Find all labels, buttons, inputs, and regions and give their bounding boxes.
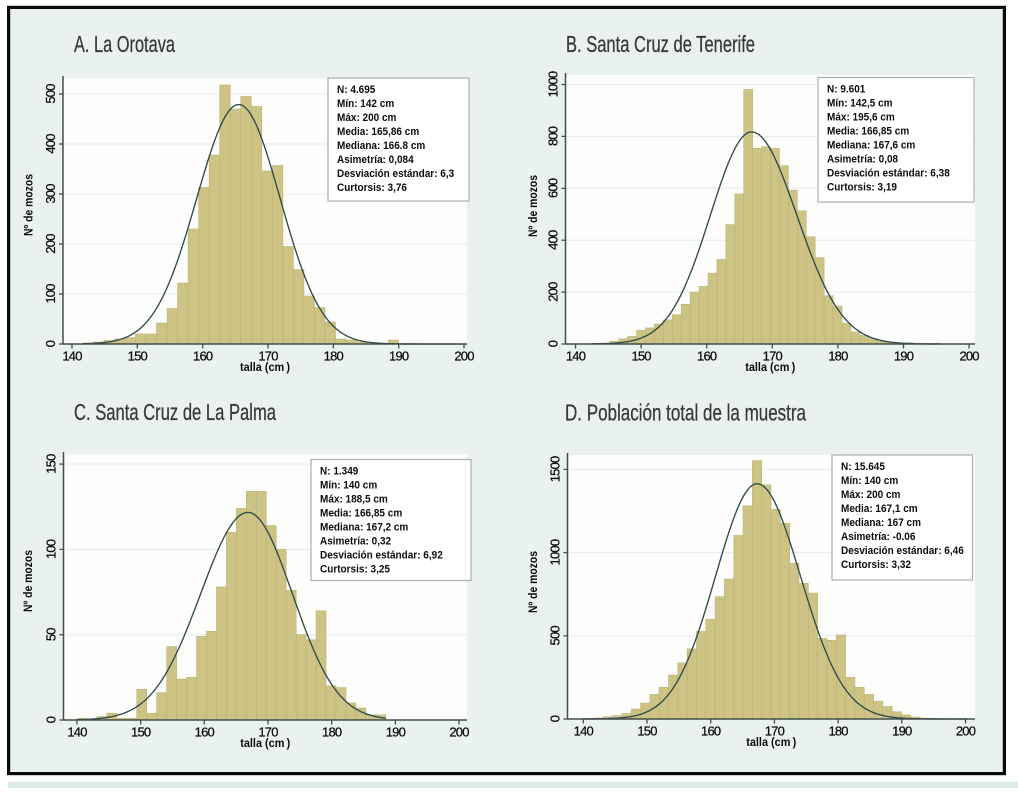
svg-text:200: 200 [956,724,976,739]
svg-text:800: 800 [546,126,561,146]
svg-text:160: 160 [701,724,721,739]
svg-text:140: 140 [566,349,586,364]
svg-text:500: 500 [548,626,563,646]
svg-text:talla (cm ): talla (cm ) [240,360,290,374]
svg-text:Desviación estándar: 6,92: Desviación estándar: 6,92 [320,549,443,562]
svg-text:190: 190 [892,724,912,739]
svg-text:150: 150 [44,454,59,474]
svg-text:Máx: 200 cm: Máx: 200 cm [841,488,900,501]
svg-text:talla (cm ): talla (cm ) [240,736,290,750]
svg-text:0: 0 [43,340,58,347]
svg-text:140: 140 [574,724,594,739]
svg-text:50: 50 [44,628,59,641]
svg-text:N: 15.645: N: 15.645 [841,460,885,473]
svg-text:0: 0 [44,716,59,723]
svg-text:N: 4.695: N: 4.695 [337,83,375,96]
svg-text:600: 600 [546,178,561,198]
svg-text:180: 180 [322,725,342,740]
svg-text:160: 160 [697,349,717,364]
svg-text:Mín: 140 cm: Mín: 140 cm [320,479,377,492]
svg-text:talla (cm ): talla (cm ) [746,735,796,749]
svg-text:Asimetría: 0,08: Asimetría: 0,08 [827,153,898,166]
svg-text:D. Población total de la muest: D. Población total de la muestra [565,400,806,426]
svg-text:Mín: 142 cm: Mín: 142 cm [337,97,394,110]
svg-text:200: 200 [449,725,469,740]
svg-text:150: 150 [637,724,657,739]
svg-text:200: 200 [454,349,474,364]
svg-text:N: 1.349: N: 1.349 [320,465,358,478]
svg-text:Curtorsis: 3,25: Curtorsis: 3,25 [320,563,390,576]
svg-text:1000: 1000 [546,71,561,97]
svg-text:Mediana: 166.8 cm: Mediana: 166.8 cm [337,139,425,152]
svg-text:Mín: 142,5 cm: Mín: 142,5 cm [827,97,893,110]
svg-text:Asimetría: -0.06: Asimetría: -0.06 [841,530,915,543]
svg-text:Máx: 195,6 cm: Máx: 195,6 cm [827,111,895,124]
svg-text:180: 180 [828,349,848,364]
svg-text:140: 140 [67,725,87,740]
svg-text:Asimetría: 0,084: Asimetría: 0,084 [337,153,414,166]
svg-text:200: 200 [43,234,58,254]
svg-text:1000: 1000 [548,539,563,565]
svg-text:200: 200 [546,282,561,302]
svg-text:Asimetría: 0,32: Asimetría: 0,32 [320,535,391,548]
svg-text:200: 200 [959,349,979,364]
svg-text:400: 400 [43,134,58,154]
svg-text:300: 300 [43,184,58,204]
svg-text:Media: 166,85 cm: Media: 166,85 cm [827,125,909,138]
svg-text:B. Santa Cruz de Tenerife: B. Santa Cruz de Tenerife [566,31,755,57]
svg-text:140: 140 [62,349,82,364]
svg-text:Mín: 140 cm: Mín: 140 cm [841,474,898,487]
svg-text:100: 100 [43,284,58,304]
svg-text:Máx: 200 cm: Máx: 200 cm [337,111,396,124]
svg-text:Desviación estándar: 6,3: Desviación estándar: 6,3 [337,167,454,180]
svg-text:Nº de mozos: Nº de mozos [527,175,540,237]
svg-text:190: 190 [894,349,914,364]
svg-text:Nº de mozos: Nº de mozos [527,551,540,613]
svg-text:Media: 167,1 cm: Media: 167,1 cm [841,502,918,515]
svg-text:190: 190 [389,349,409,364]
svg-text:160: 160 [195,725,215,740]
svg-text:150: 150 [131,725,151,740]
svg-text:C. Santa Cruz de La Palma: C. Santa Cruz de La Palma [74,399,276,425]
svg-text:150: 150 [128,349,148,364]
svg-text:Mediana: 167,6 cm: Mediana: 167,6 cm [827,139,915,152]
svg-text:A. La Orotava: A. La Orotava [74,31,175,57]
svg-text:Media: 166,85 cm: Media: 166,85 cm [320,507,402,520]
svg-text:Media: 165,86 cm: Media: 165,86 cm [337,125,419,138]
svg-text:Curtorsis: 3,32: Curtorsis: 3,32 [841,558,911,571]
svg-text:0: 0 [548,715,563,722]
svg-text:Desviación estándar: 6,38: Desviación estándar: 6,38 [827,167,950,180]
svg-text:180: 180 [324,349,344,364]
svg-text:1500: 1500 [548,456,563,482]
svg-text:500: 500 [43,84,58,104]
svg-text:Nº de mozos: Nº de mozos [22,550,35,612]
svg-text:150: 150 [631,349,651,364]
svg-text:100: 100 [44,539,59,559]
svg-text:Curtorsis: 3,19: Curtorsis: 3,19 [827,181,897,194]
svg-text:400: 400 [546,230,561,250]
svg-text:190: 190 [386,725,406,740]
svg-text:Curtorsis: 3,76: Curtorsis: 3,76 [337,182,407,195]
svg-text:Mediana: 167,2 cm: Mediana: 167,2 cm [320,521,408,534]
svg-text:talla (cm ): talla (cm ) [745,360,795,374]
svg-text:Máx: 188,5 cm: Máx: 188,5 cm [320,493,388,506]
svg-text:160: 160 [193,349,213,364]
svg-text:Mediana: 167 cm: Mediana: 167 cm [841,516,921,529]
svg-text:0: 0 [546,340,561,347]
svg-text:180: 180 [828,724,848,739]
svg-text:N: 9.601: N: 9.601 [827,83,865,96]
svg-text:Nº de mozos: Nº de mozos [23,174,36,236]
svg-text:Desviación estándar: 6,46: Desviación estándar: 6,46 [841,544,964,557]
